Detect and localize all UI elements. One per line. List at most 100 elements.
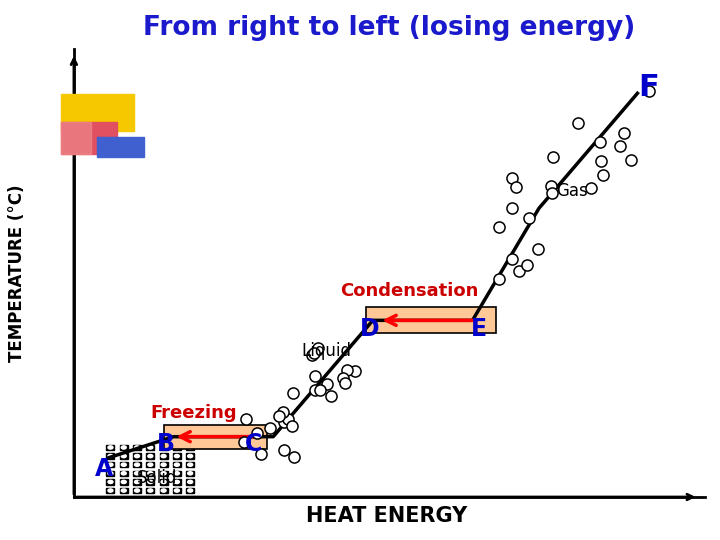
Bar	[173, 462, 181, 467]
Bar	[160, 445, 168, 450]
Bar	[107, 488, 114, 493]
Bar	[146, 445, 154, 450]
Polygon shape	[161, 471, 166, 475]
Polygon shape	[188, 463, 193, 467]
Bar	[160, 488, 168, 493]
Text: A: A	[95, 457, 113, 481]
Polygon shape	[188, 446, 193, 449]
Polygon shape	[174, 480, 179, 483]
Text: Liquid: Liquid	[302, 341, 351, 360]
Polygon shape	[135, 471, 140, 475]
Text: Y: Y	[117, 103, 125, 116]
Bar	[366, 307, 496, 333]
Polygon shape	[121, 480, 126, 483]
Bar	[173, 445, 181, 450]
Polygon shape	[121, 463, 126, 467]
Polygon shape	[135, 480, 140, 483]
Polygon shape	[108, 455, 113, 458]
Bar	[160, 462, 168, 467]
Bar	[163, 424, 266, 449]
Bar	[120, 480, 127, 484]
Bar	[60, 122, 91, 154]
Bar	[160, 471, 168, 476]
Polygon shape	[108, 471, 113, 475]
Text: TEMPERATURE (°C): TEMPERATURE (°C)	[9, 184, 27, 362]
Bar	[60, 122, 117, 154]
Title: From right to left (losing energy): From right to left (losing energy)	[143, 15, 636, 41]
Polygon shape	[148, 489, 153, 492]
Polygon shape	[121, 489, 126, 492]
Bar	[133, 480, 141, 484]
Bar	[146, 480, 154, 484]
Polygon shape	[188, 455, 193, 458]
Polygon shape	[161, 446, 166, 449]
Bar	[173, 454, 181, 458]
Polygon shape	[148, 455, 153, 458]
Bar	[186, 454, 194, 458]
Text: Freezing: Freezing	[150, 404, 237, 422]
Polygon shape	[188, 480, 193, 483]
Polygon shape	[148, 480, 153, 483]
Polygon shape	[188, 489, 193, 492]
Bar	[120, 462, 127, 467]
Polygon shape	[135, 463, 140, 467]
Bar	[186, 445, 194, 450]
Bar	[146, 462, 154, 467]
Polygon shape	[148, 463, 153, 467]
Text: Gas: Gas	[557, 182, 588, 200]
Bar	[133, 488, 141, 493]
Bar	[186, 462, 194, 467]
Polygon shape	[108, 446, 113, 449]
Bar	[160, 480, 168, 484]
Bar	[60, 94, 134, 131]
Bar	[107, 480, 114, 484]
Bar	[107, 454, 114, 458]
Bar	[97, 137, 144, 157]
Polygon shape	[161, 455, 166, 458]
Bar	[107, 471, 114, 476]
Bar	[107, 445, 114, 450]
Polygon shape	[121, 455, 126, 458]
Bar	[186, 471, 194, 476]
Polygon shape	[174, 471, 179, 475]
Bar	[107, 462, 114, 467]
Text: D: D	[360, 317, 379, 341]
Polygon shape	[108, 463, 113, 467]
Polygon shape	[108, 480, 113, 483]
Bar	[146, 488, 154, 493]
Bar	[133, 462, 141, 467]
Polygon shape	[174, 463, 179, 467]
Polygon shape	[174, 455, 179, 458]
Bar	[120, 471, 127, 476]
Text: B: B	[156, 433, 174, 456]
Polygon shape	[174, 489, 179, 492]
Bar	[160, 454, 168, 458]
Polygon shape	[121, 446, 126, 449]
Bar	[133, 445, 141, 450]
Polygon shape	[161, 489, 166, 492]
Bar	[186, 480, 194, 484]
Bar	[173, 471, 181, 476]
Polygon shape	[174, 446, 179, 449]
Polygon shape	[135, 446, 140, 449]
Bar	[146, 471, 154, 476]
Polygon shape	[148, 446, 153, 449]
Text: F: F	[638, 73, 659, 102]
Bar	[173, 480, 181, 484]
Text: Condensation: Condensation	[341, 282, 479, 300]
Polygon shape	[188, 471, 193, 475]
Polygon shape	[135, 455, 140, 458]
Bar	[186, 488, 194, 493]
Bar	[120, 488, 127, 493]
Polygon shape	[108, 489, 113, 492]
Text: HEAT ENERGY: HEAT ENERGY	[305, 507, 467, 526]
Bar	[146, 454, 154, 458]
Polygon shape	[148, 471, 153, 475]
Bar	[133, 454, 141, 458]
Polygon shape	[161, 480, 166, 483]
Polygon shape	[135, 489, 140, 492]
Bar	[133, 471, 141, 476]
Bar	[120, 454, 127, 458]
Text: Solid: Solid	[137, 469, 177, 487]
Bar	[120, 445, 127, 450]
